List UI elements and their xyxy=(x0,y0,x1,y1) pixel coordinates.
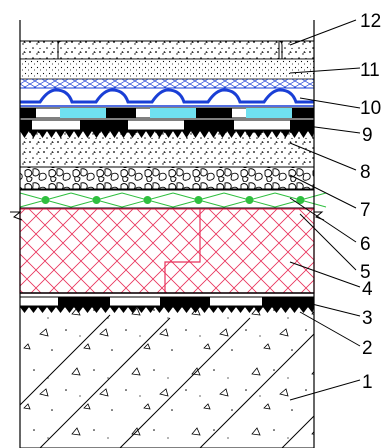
callout-label-6: 6 xyxy=(360,234,371,255)
layer-4-insulation xyxy=(19,208,315,294)
callout-1: 1 xyxy=(289,372,373,401)
callout-7: 7 xyxy=(289,174,371,221)
callout-11: 11 xyxy=(289,60,380,81)
callout-label-2: 2 xyxy=(362,338,373,359)
callout-4: 4 xyxy=(289,261,373,300)
callout-label-11: 11 xyxy=(360,60,380,81)
membrane-node xyxy=(41,196,50,204)
callout-label-12: 12 xyxy=(360,11,381,32)
sawtooth-edge xyxy=(20,307,314,313)
layer-10-drainage-membrane xyxy=(20,88,314,107)
callout-12: 12 xyxy=(289,11,381,46)
callout-label-1: 1 xyxy=(362,372,373,393)
membrane-node xyxy=(143,196,152,204)
layer-6-vapour-layer xyxy=(19,189,327,209)
callout-label-5: 5 xyxy=(360,262,371,283)
callout-5: 5 xyxy=(299,213,371,283)
callout-label-7: 7 xyxy=(360,200,371,221)
callout-8: 8 xyxy=(289,142,371,183)
callout-label-3: 3 xyxy=(362,308,373,329)
callouts: 12 11 10 9 8 7 6 5 xyxy=(289,11,381,401)
callout-label-9: 9 xyxy=(362,125,373,146)
callout-2: 2 xyxy=(299,311,373,359)
layer-3-membrane xyxy=(19,296,315,307)
membrane-node xyxy=(296,196,305,204)
layer-7-gravel-fill xyxy=(19,166,315,190)
sawtooth-edge xyxy=(20,131,314,138)
callout-label-4: 4 xyxy=(362,279,373,300)
callout-3: 3 xyxy=(299,300,373,329)
layer-11-sand-bedding xyxy=(19,58,315,89)
callout-10: 10 xyxy=(299,97,381,119)
membrane-node xyxy=(245,196,254,204)
membrane-node xyxy=(92,196,101,204)
callout-label-10: 10 xyxy=(360,98,381,119)
layer-1-concrete-slab xyxy=(19,306,315,448)
membrane-node xyxy=(194,196,203,204)
layer-8-screed xyxy=(19,130,315,168)
callout-9: 9 xyxy=(299,124,373,146)
layer-12-paving-slabs xyxy=(19,40,315,60)
layer-9-waterproofing xyxy=(19,107,315,131)
callout-6: 6 xyxy=(289,197,371,255)
callout-label-8: 8 xyxy=(360,162,371,183)
